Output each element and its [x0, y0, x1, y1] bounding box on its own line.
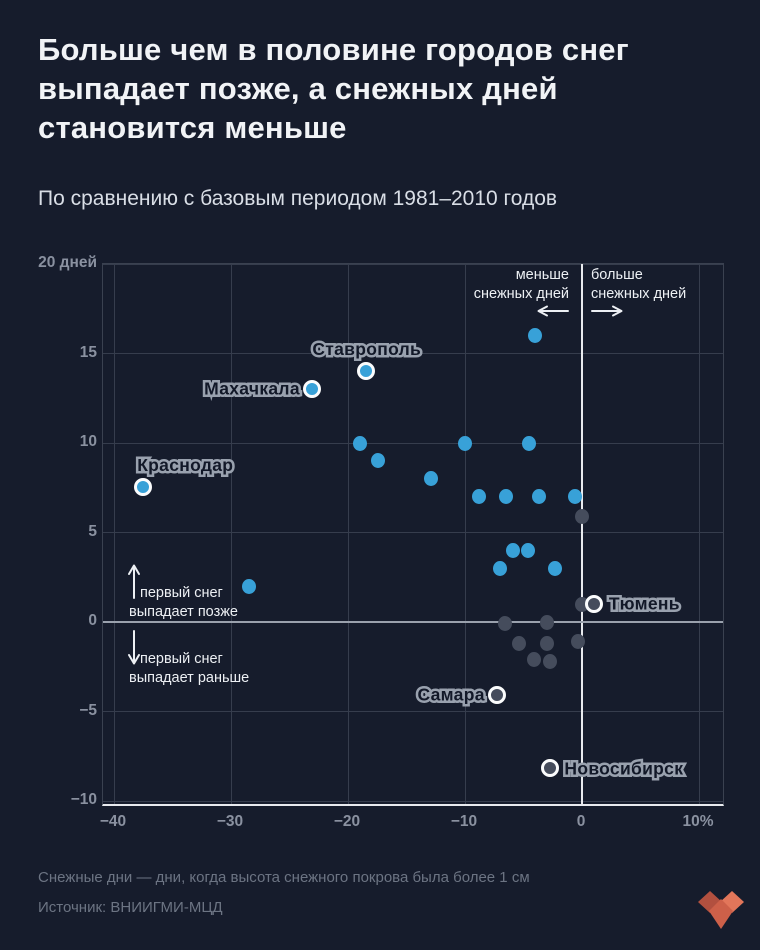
data-point-blue — [567, 489, 582, 505]
y-tick-label: −10 — [70, 791, 97, 808]
y-tick-label: 20 дней — [38, 254, 97, 271]
x-tick-label: −30 — [216, 813, 244, 830]
gridline-horizontal — [103, 532, 723, 533]
gridline-horizontal — [103, 353, 723, 354]
arrow-right-icon — [591, 305, 623, 317]
gridline-vertical — [113, 264, 115, 804]
data-point-blue — [472, 489, 487, 505]
city-label: Махачкала — [202, 376, 302, 401]
data-point-blue — [505, 542, 520, 558]
brand-logo-icon — [698, 891, 744, 929]
y-tick-label: 0 — [88, 612, 97, 629]
gridline-vertical — [347, 264, 349, 804]
data-point-gray — [571, 634, 586, 650]
gridline-horizontal — [103, 800, 723, 802]
data-point-city — [303, 379, 322, 398]
gridline-horizontal — [103, 442, 723, 444]
annotation-first-snow-later: первый снег выпадает позже — [129, 585, 238, 620]
data-point-blue — [498, 489, 513, 505]
gridline-horizontal — [103, 621, 723, 623]
plot-area: меньше снежных дней больше снежных дней … — [102, 263, 724, 806]
y-tick-label: −5 — [79, 701, 97, 719]
x-tick-label: −10 — [450, 813, 478, 830]
data-point-blue — [371, 453, 386, 469]
page-subtitle: По сравнению с базовым периодом 1981–201… — [38, 187, 558, 210]
gridline-vertical — [464, 264, 466, 804]
x-tick-label: −40 — [99, 813, 127, 830]
data-point-city — [357, 361, 376, 380]
arrow-down-icon — [128, 630, 140, 665]
annotation-fewer-snow-days: меньше снежных дней — [473, 267, 569, 302]
city-label: Ставрополь — [310, 337, 423, 362]
data-point-city — [488, 685, 507, 704]
gridline-vertical — [581, 264, 583, 804]
data-point-gray — [543, 653, 558, 669]
source-credit: Источник: ВНИИГМИ-МЦД — [38, 899, 223, 916]
city-label: Новосибирск — [562, 756, 686, 781]
data-point-gray — [539, 635, 554, 651]
data-point-blue — [352, 435, 367, 451]
y-tick-label: 5 — [88, 522, 97, 540]
data-point-blue — [521, 542, 536, 558]
data-point-blue — [528, 328, 543, 344]
data-point-gray — [511, 635, 526, 651]
city-label: Тюмень — [606, 591, 682, 616]
gridline-vertical — [230, 264, 232, 804]
annotation-first-snow-earlier: первый снег выпадает раньше — [129, 651, 250, 686]
gridline-vertical — [698, 264, 700, 804]
data-point-gray — [575, 508, 589, 524]
x-tick-label: −20 — [333, 813, 361, 830]
data-point-blue — [522, 435, 537, 451]
gridline-horizontal — [103, 263, 723, 265]
page-title: Больше чем в половине городов снег выпад… — [38, 32, 629, 145]
data-point-gray — [497, 616, 512, 632]
data-point-city — [133, 478, 152, 497]
data-point-city — [540, 759, 559, 778]
annotation-more-snow-days: больше снежных дней — [591, 267, 687, 302]
y-tick-label: 10 — [79, 433, 97, 450]
data-point-blue — [548, 560, 563, 576]
x-tick-label: 10% — [682, 813, 714, 830]
city-label: Краснодар — [135, 452, 236, 477]
x-tick-label: 0 — [576, 813, 586, 830]
data-point-blue — [458, 435, 472, 451]
city-label: Самара — [415, 682, 487, 707]
arrow-up-icon — [128, 564, 140, 599]
data-point-blue — [531, 489, 546, 505]
gridline-horizontal — [103, 711, 723, 712]
data-point-blue — [424, 471, 439, 487]
data-point-city — [585, 594, 604, 613]
chart-footnote: Снежные дни — дни, когда высота снежного… — [38, 869, 530, 886]
y-tick-label: 15 — [79, 343, 97, 361]
data-point-blue — [493, 560, 508, 576]
data-point-gray — [527, 652, 542, 668]
arrow-left-icon — [537, 305, 569, 317]
data-point-gray — [539, 614, 554, 630]
data-point-blue — [241, 578, 256, 594]
